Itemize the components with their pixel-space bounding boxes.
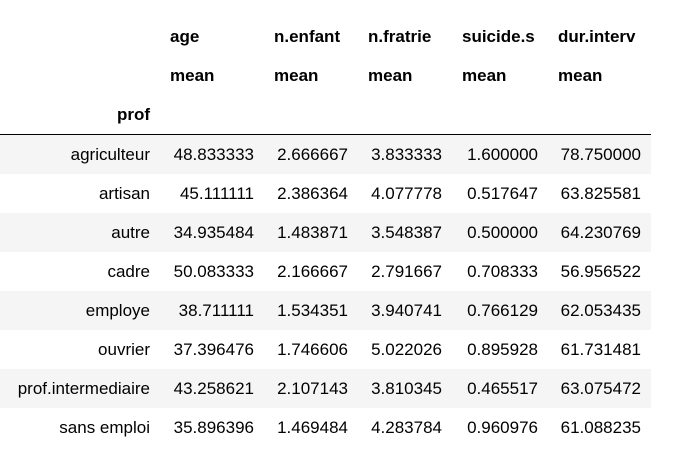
table-cell: 48.833333 [173, 145, 254, 164]
table-cell: 45.111111 [179, 184, 254, 203]
table-cell: 1.469484 [277, 418, 348, 437]
table-row: prof.intermediaire 43.258621 2.107143 3.… [0, 369, 651, 408]
table-cell: 56.956522 [560, 262, 641, 281]
agg-label: mean [274, 66, 319, 85]
table-cell: 62.053435 [560, 301, 641, 320]
header-blank-cell [0, 17, 160, 56]
table-cell: 34.935484 [173, 223, 254, 242]
row-label: agriculteur [70, 145, 150, 164]
agg-label: mean [558, 66, 603, 85]
header-blank-cell [160, 95, 264, 135]
agg-label: mean [170, 66, 215, 85]
table-body: agriculteur 48.833333 2.666667 3.833333 … [0, 134, 651, 447]
table-cell: 1.483871 [277, 223, 348, 242]
column-header-suicide-s: suicide.s [462, 27, 535, 46]
table-row: autre 34.935484 1.483871 3.548387 0.5000… [0, 213, 651, 252]
table-cell: 5.022026 [371, 340, 442, 359]
table-cell: 61.731481 [560, 340, 641, 359]
table-cell: 0.960976 [467, 418, 538, 437]
table-cell: 63.825581 [560, 184, 641, 203]
table-cell: 78.750000 [560, 145, 641, 164]
table-cell: 38.711111 [178, 301, 254, 320]
table-cell: 1.600000 [467, 145, 538, 164]
table-row: sans emploi 35.896396 1.469484 4.283784 … [0, 408, 651, 447]
table-cell: 2.791667 [371, 262, 442, 281]
table-header: age n.enfant n.fratrie suicide.s dur.int… [0, 17, 651, 135]
table-cell: 2.386364 [277, 184, 348, 203]
row-label: prof.intermediaire [17, 379, 150, 398]
index-name-row: prof [0, 95, 651, 135]
column-header-n-fratrie: n.fratrie [368, 27, 432, 46]
table-cell: 3.548387 [371, 223, 442, 242]
row-label: autre [111, 223, 150, 242]
table-cell: 0.517647 [467, 184, 538, 203]
header-blank-cell [358, 95, 452, 135]
index-name: prof [0, 95, 160, 135]
agg-label: mean [368, 66, 413, 85]
table-row: agriculteur 48.833333 2.666667 3.833333 … [0, 134, 651, 174]
table-cell: 64.230769 [560, 223, 641, 242]
column-header-age: age [170, 27, 200, 46]
table-cell: 2.166667 [277, 262, 348, 281]
table-cell: 0.465517 [467, 379, 538, 398]
table-cell: 61.088235 [560, 418, 641, 437]
row-label: employe [85, 301, 150, 320]
table-cell: 0.895928 [467, 340, 538, 359]
row-label: artisan [98, 184, 150, 203]
column-header-n-enfant: n.enfant [274, 27, 341, 46]
table-cell: 2.107143 [277, 379, 348, 398]
table-cell: 37.396476 [173, 340, 254, 359]
table-cell: 35.896396 [173, 418, 254, 437]
header-blank-cell [0, 56, 160, 95]
table-cell: 4.077778 [371, 184, 442, 203]
table-cell: 2.666667 [277, 145, 348, 164]
table-cell: 3.810345 [371, 379, 442, 398]
table-row: artisan 45.111111 2.386364 4.077778 0.51… [0, 174, 651, 213]
agg-label: mean [462, 66, 507, 85]
table-row: cadre 50.083333 2.166667 2.791667 0.7083… [0, 252, 651, 291]
row-label: cadre [107, 262, 150, 281]
table-cell: 1.746606 [277, 340, 348, 359]
table-cell: 0.766129 [467, 301, 538, 320]
table-cell: 4.283784 [371, 418, 442, 437]
table-cell: 0.708333 [467, 262, 538, 281]
header-blank-cell [548, 95, 651, 135]
table-cell: 3.833333 [371, 145, 442, 164]
header-blank-cell [452, 95, 548, 135]
table-cell: 3.940741 [371, 301, 442, 320]
row-label: ouvrier [98, 340, 150, 359]
column-header-dur-interv: dur.interv [558, 27, 636, 46]
table-row: employe 38.711111 1.534351 3.940741 0.76… [0, 291, 651, 330]
table-cell: 63.075472 [560, 379, 641, 398]
table-cell: 50.083333 [173, 262, 254, 281]
table-row: ouvrier 37.396476 1.746606 5.022026 0.89… [0, 330, 651, 369]
table-cell: 1.534351 [277, 301, 348, 320]
table-cell: 43.258621 [173, 379, 254, 398]
row-label: sans emploi [59, 418, 150, 437]
header-blank-cell [264, 95, 358, 135]
column-names-row: age n.enfant n.fratrie suicide.s dur.int… [0, 17, 651, 56]
table-cell: 0.500000 [467, 223, 538, 242]
aggregation-row: mean mean mean mean mean [0, 56, 651, 95]
dataframe-table: age n.enfant n.fratrie suicide.s dur.int… [0, 17, 651, 447]
